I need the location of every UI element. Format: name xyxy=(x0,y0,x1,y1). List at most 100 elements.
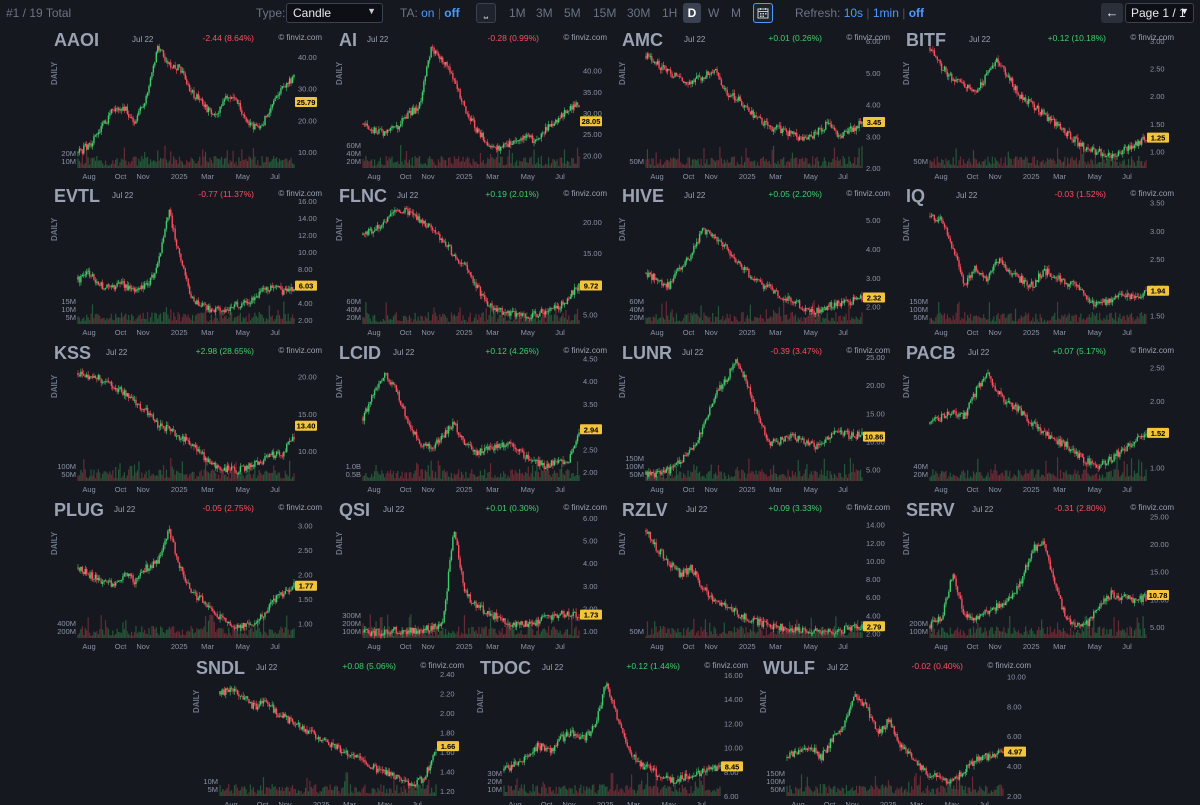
chart-panel-kss[interactable]: 20.00 15.00 10.00 Aug Oct Nov 2025 Mar May Jul 100… xyxy=(48,340,330,500)
candle-body xyxy=(162,426,165,428)
volume-bar xyxy=(1030,320,1033,324)
calendar-icon xyxy=(757,8,769,19)
candle-body xyxy=(478,450,480,455)
chart-panel-bitf[interactable]: 3.00 2.50 2.00 1.50 1.00 Aug Oct Nov 2025 Mar May J… xyxy=(900,27,1182,187)
volume-bar xyxy=(119,463,121,481)
volume-bar xyxy=(839,159,841,168)
volume-bar xyxy=(500,473,502,481)
candle-body xyxy=(991,65,994,69)
candle-body xyxy=(1062,278,1065,280)
candle-body xyxy=(653,61,656,63)
candle-body xyxy=(257,125,259,127)
ticker-symbol[interactable]: AMC xyxy=(622,30,663,50)
chart-panel-aaoi[interactable]: 40.00 30.00 20.00 10.00 Aug Oct Nov 2025 Mar May J… xyxy=(48,27,330,187)
ticker-symbol[interactable]: AI xyxy=(339,30,357,50)
separator: | xyxy=(866,6,870,20)
volume-bar xyxy=(662,471,664,481)
ticker-symbol[interactable]: BITF xyxy=(906,30,946,50)
candle-body xyxy=(998,258,1001,264)
candle-body xyxy=(822,130,824,132)
candle-body xyxy=(183,265,185,269)
ta-on-link[interactable]: on xyxy=(421,6,435,20)
volume-bar xyxy=(526,473,528,481)
timeframe-15m[interactable]: 15M xyxy=(593,6,617,20)
candles xyxy=(645,357,863,481)
volume-bar xyxy=(550,163,553,168)
volume-bar xyxy=(209,473,211,481)
ticker-symbol[interactable]: EVTL xyxy=(54,186,101,206)
volume-bar xyxy=(736,319,738,324)
timeframe-monthly[interactable]: M xyxy=(731,6,741,20)
timeframe-3m[interactable]: 3M xyxy=(536,6,553,20)
chart-panel-lunr[interactable]: 25.00 20.00 15.00 10.00 5.00 Aug Oct Nov 2025 Mar… xyxy=(616,340,898,500)
chart-panel-evtl[interactable]: 16.0014.0012.0010.008.006.004.002.00AugO… xyxy=(48,183,330,343)
candle-body xyxy=(85,271,88,275)
refresh-off-link[interactable]: off xyxy=(908,6,925,20)
candle-body xyxy=(287,83,289,85)
candle-body xyxy=(1080,142,1082,147)
candle-body xyxy=(827,122,830,124)
timeframe-weekly[interactable]: W xyxy=(708,6,720,20)
candle-body xyxy=(575,287,577,289)
volume-bar xyxy=(395,312,397,324)
candle-body xyxy=(109,381,111,383)
candle-body xyxy=(1110,298,1112,303)
candle-body xyxy=(1016,273,1018,276)
candle-body xyxy=(985,73,988,76)
chart-panel-iq[interactable]: 3.503.002.502.001.50AugOctNov2025MarMayJ… xyxy=(900,183,1182,343)
ticker-symbol[interactable]: IQ xyxy=(906,186,926,206)
x-tick-label: Nov xyxy=(421,485,435,494)
calendar-button[interactable] xyxy=(753,3,773,23)
candle-body xyxy=(674,273,676,279)
chart-type-select[interactable]: Candle ▼ xyxy=(286,3,383,23)
volume-bar xyxy=(173,156,175,168)
candle-body xyxy=(777,125,779,127)
volume-bar xyxy=(836,321,838,324)
candle-body xyxy=(1019,276,1021,283)
candle-body xyxy=(797,137,799,141)
volume-bar xyxy=(949,317,951,324)
candle-body xyxy=(389,213,392,217)
ta-off-link[interactable]: off xyxy=(444,6,460,20)
period-label: DAILY xyxy=(902,217,911,241)
candle-body xyxy=(687,257,689,260)
volume-bar xyxy=(265,156,268,168)
volume-bar xyxy=(468,477,470,481)
page-select[interactable]: Page 1 / 1 ▼ xyxy=(1125,3,1194,23)
timeframe-1m[interactable]: 1M xyxy=(509,6,526,20)
volume-bar xyxy=(1043,319,1046,324)
candle-body xyxy=(495,444,498,449)
candle-body xyxy=(404,406,406,417)
volume-bar xyxy=(167,162,169,168)
ticker-symbol[interactable]: FLNC xyxy=(339,186,387,206)
chart-panel-lcid[interactable]: 4.504.003.503.002.502.00AugOctNov2025Mar… xyxy=(333,340,615,500)
ticker-symbol[interactable]: AAOI xyxy=(54,30,99,50)
timeframe-30m[interactable]: 30M xyxy=(627,6,651,20)
timeframe-daily[interactable]: D xyxy=(683,3,701,23)
ticker-symbol[interactable]: KSS xyxy=(54,343,92,363)
volume-bar xyxy=(244,318,246,324)
chevron-down-icon: ▼ xyxy=(1180,6,1189,16)
x-tick-label: Nov xyxy=(988,328,1002,337)
timeframe-5m[interactable]: 5M xyxy=(564,6,581,20)
chart-panel-ai[interactable]: 40.00 35.00 30.00 25.00 20.00 Aug Oct Nov 2025 Ma… xyxy=(333,27,615,187)
refresh-1min-link[interactable]: 1min xyxy=(872,6,899,20)
candle-body xyxy=(1022,275,1024,284)
ticker-symbol[interactable]: LCID xyxy=(339,343,381,363)
ticker-symbol[interactable]: HIVE xyxy=(622,186,665,206)
volume-bar xyxy=(1122,316,1124,324)
volume-bar xyxy=(416,462,418,481)
candle-body xyxy=(738,261,740,263)
refresh-10s-link[interactable]: 10s xyxy=(843,6,864,20)
volume-bar xyxy=(452,315,454,324)
chart-panel-amc[interactable]: 6.00 5.00 4.00 3.00 2.00 Aug Oct Nov 2025 Mar May J… xyxy=(616,27,898,187)
chart-panel-hive[interactable]: 5.00 4.00 3.00 2.00 Aug Oct Nov 2025 Mar May Jul 60… xyxy=(616,183,898,343)
candle-body xyxy=(723,245,725,247)
chart-panel-flnc[interactable]: 20.0015.0010.005.00AugOctNov2025MarMayJu… xyxy=(333,183,615,343)
intraday-range-button[interactable]: ⎵ xyxy=(476,3,496,23)
candle-body xyxy=(987,71,989,74)
timeframe-1h[interactable]: 1H xyxy=(662,6,678,20)
candle-body xyxy=(523,135,525,140)
volume-bar xyxy=(771,149,773,168)
previous-page-button[interactable]: ← xyxy=(1101,3,1123,23)
